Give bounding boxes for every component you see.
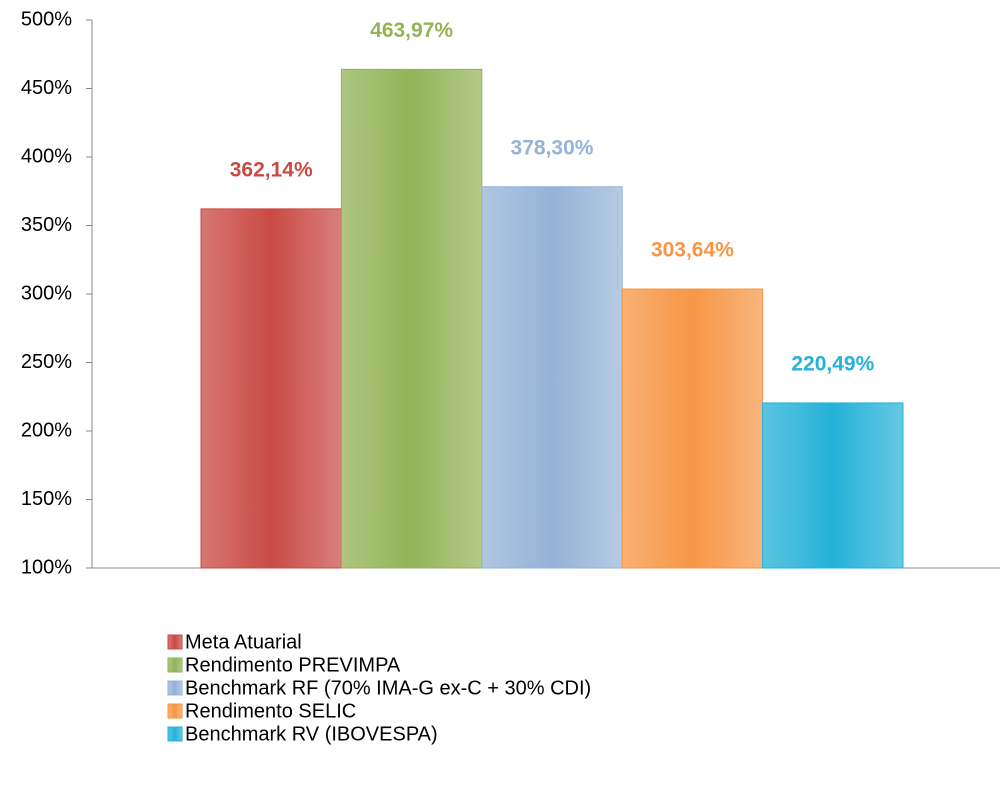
data-label: 378,30%	[511, 136, 594, 159]
y-tick-label: 350%	[21, 214, 72, 236]
legend-swatch	[167, 703, 183, 719]
y-tick-label: 150%	[21, 488, 72, 510]
data-label: 220,49%	[791, 352, 874, 375]
bar	[200, 208, 342, 569]
bar	[762, 402, 904, 569]
y-tick-label: 300%	[21, 282, 72, 304]
legend-swatch	[167, 657, 183, 673]
legend-label: Benchmark RV (IBOVESPA)	[185, 723, 438, 745]
y-tick-label: 400%	[21, 145, 72, 167]
y-tick-label: 200%	[21, 419, 72, 441]
legend-label: Benchmark RF (70% IMA-G ex-C + 30% CDI)	[185, 677, 591, 699]
bar	[340, 68, 483, 569]
data-label: 362,14%	[230, 158, 313, 181]
legend-label: Meta Atuarial	[185, 631, 302, 653]
legend-swatch	[167, 634, 183, 650]
legend-swatch	[167, 726, 183, 742]
y-tick-label: 100%	[21, 556, 72, 578]
y-tick-label: 500%	[21, 8, 72, 30]
legend-label: Rendimento PREVIMPA	[185, 654, 401, 676]
bar	[481, 186, 623, 569]
y-tick-label: 450%	[21, 77, 72, 99]
data-label: 463,97%	[370, 19, 453, 42]
legend-swatch	[167, 680, 183, 696]
y-tick-label: 250%	[21, 351, 72, 373]
legend-label: Rendimento SELIC	[185, 700, 356, 722]
bar	[621, 288, 764, 569]
data-label: 303,64%	[651, 239, 734, 262]
